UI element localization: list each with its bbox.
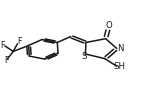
Text: S: S: [82, 52, 87, 61]
Text: F: F: [17, 37, 21, 46]
Text: F: F: [4, 56, 9, 65]
Text: SH: SH: [113, 62, 125, 71]
Text: N: N: [117, 44, 123, 53]
Text: O: O: [105, 21, 112, 30]
Text: F: F: [0, 41, 5, 50]
